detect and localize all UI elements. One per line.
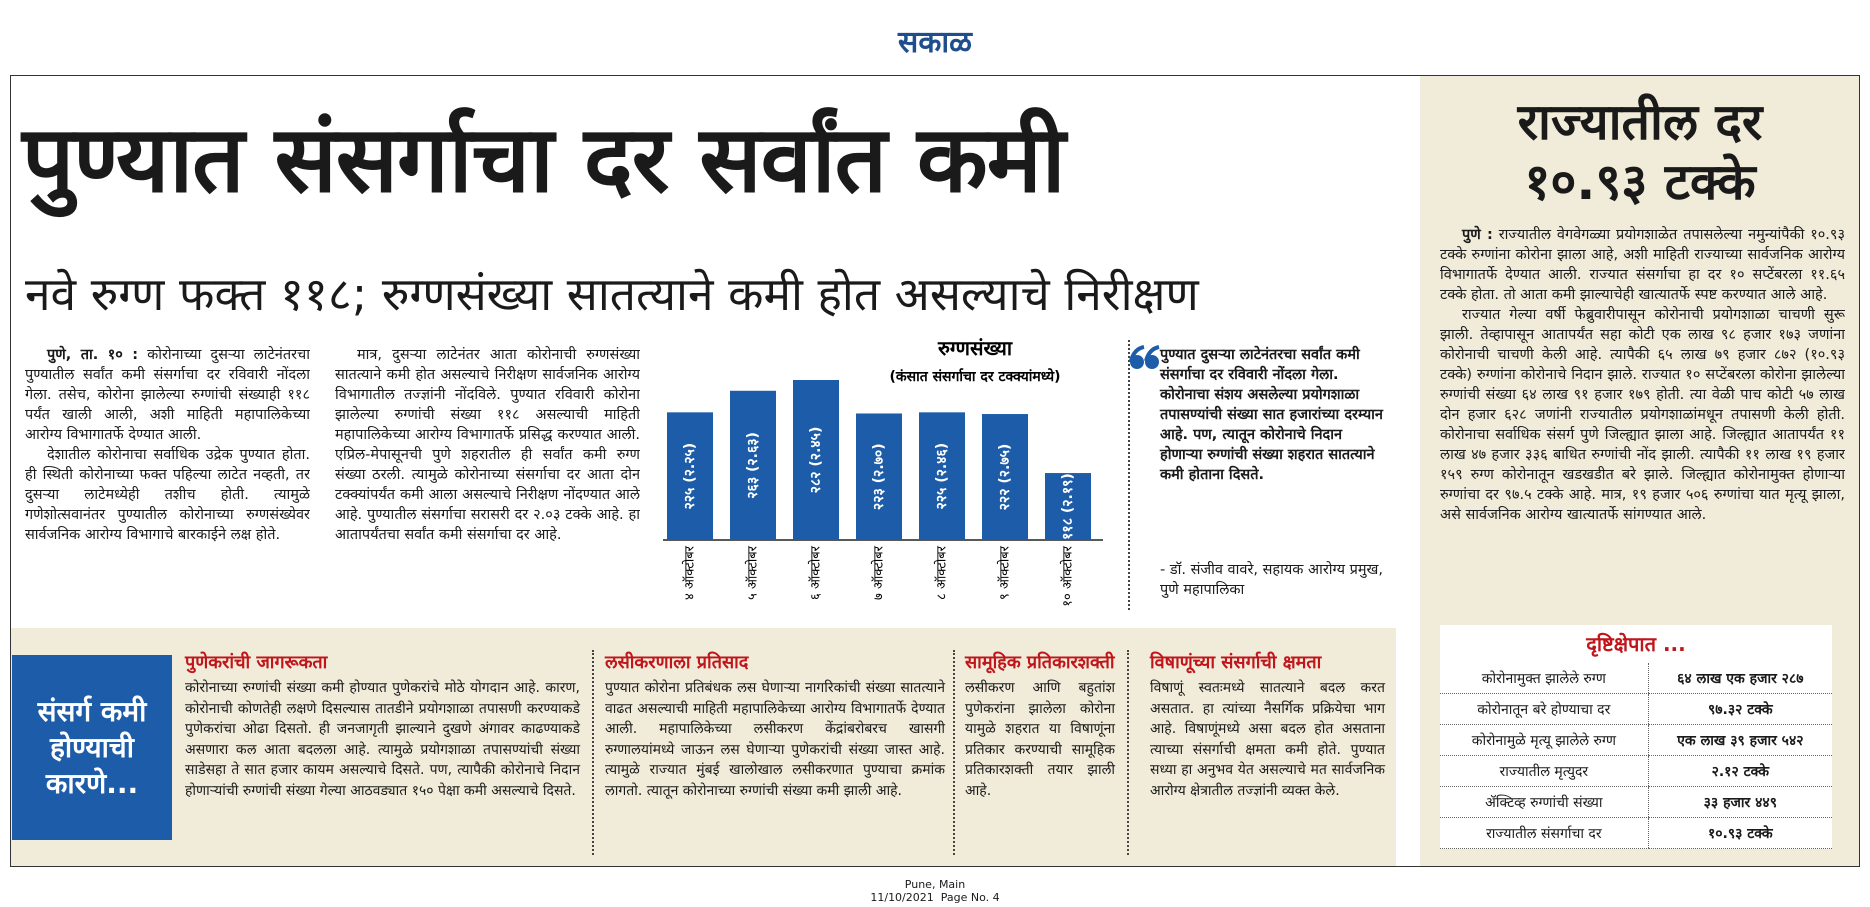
table-cell: राज्यातील मृत्युदर <box>1440 755 1649 787</box>
chart: रुग्णसंख्या (कंसात संसर्गाचा दर टक्क्यां… <box>663 336 1103 607</box>
x-tick-label: ८ ऑक्टोबर <box>934 545 950 600</box>
reason-heading: लसीकरणाला प्रतिसाद <box>605 652 749 673</box>
divider <box>953 650 955 855</box>
bar <box>919 412 965 540</box>
data-label: ११८ (२.१९) <box>1060 473 1076 540</box>
table-row: कोरोनामुक्त झालेले रुग्ण ६४ लाख एक हजार २… <box>1440 663 1832 694</box>
reason: सामूहिक प्रतिकारशक्ती लसीकरण आणि बहुतांश … <box>965 652 1115 801</box>
table-row: राज्यातील मृत्युदर २.१२ टक्के <box>1440 755 1832 787</box>
table-cell: कोरोनामुळे मृत्यू झालेले रुग्ण <box>1440 724 1649 756</box>
chart-subtitle: (कंसात संसर्गाचा दर टक्क्यांमध्ये) <box>889 368 1060 385</box>
bar <box>856 413 902 540</box>
logo: सकाळ <box>898 25 972 60</box>
dateline: पुणे : <box>1462 227 1493 243</box>
divider <box>592 650 594 855</box>
paragraph: पुणे, ता. १० : कोरोनाच्या दुसऱ्या लाटेनं… <box>25 345 310 445</box>
paragraph: राज्यात गेल्या वर्षी फेब्रुवारीपासून कोर… <box>1440 305 1845 525</box>
paragraph-text: राज्यात गेल्या वर्षी फेब्रुवारीपासून कोर… <box>1440 307 1845 523</box>
table-row: कोरोनामुळे मृत्यू झालेले रुग्ण एक लाख ३९ … <box>1440 724 1832 756</box>
table-cell: एक लाख ३९ हजार ५४२ <box>1647 724 1832 756</box>
data-label: २६३ (२.६३) <box>745 432 761 499</box>
bar <box>730 390 776 540</box>
x-tick-label: ९ ऑक्टोबर <box>997 545 1013 600</box>
bar <box>667 412 713 540</box>
paragraph: पुणे : राज्यातील वेगवेगळ्या प्रयोगशाळेत … <box>1440 225 1845 305</box>
table-row: कोरोनातून बरे होण्याचा दर ९७.३२ टक्के <box>1440 693 1832 725</box>
article-column: पुणे, ता. १० : कोरोनाच्या दुसऱ्या लाटेनं… <box>25 345 310 610</box>
table-row: ॲक्टिव्ह रुग्णांची संख्या ३३ हजार ४४९ <box>1440 786 1832 818</box>
subheadline: नवे रुग्ण फक्त ११८; रुग्णसंख्या सातत्यान… <box>25 267 1199 321</box>
reasons-label: संसर्ग कमी होण्याची कारणे... <box>12 655 172 840</box>
bar <box>793 380 839 540</box>
table-cell: २.१२ टक्के <box>1647 755 1832 787</box>
reasons-background <box>11 628 1396 866</box>
paragraph-text: कोरोनाच्या दुसऱ्या लाटेनंतरचा पुण्यातील … <box>25 347 310 443</box>
sidebar-title: राज्यातील दर १०.९३ टक्के <box>1425 92 1855 212</box>
table-cell: ॲक्टिव्ह रुग्णांची संख्या <box>1440 786 1649 818</box>
table-cell: राज्यातील संसर्गाचा दर <box>1440 817 1649 849</box>
data-label: २२५ (२.४६) <box>934 443 950 510</box>
footer-edition: Pune, Main <box>904 878 966 891</box>
quote-attribution: - डॉ. संजीव वावरे, सहायक आरोग्य प्रमुख, … <box>1160 562 1383 598</box>
dateline: पुणे, ता. १० : <box>47 347 139 363</box>
data-label: २८२ (२.४५) <box>808 427 824 494</box>
reason-text: लसीकरण आणि बहुतांश पुणेकरांना झालेला कोर… <box>965 680 1115 799</box>
divider <box>1128 340 1130 610</box>
reason: विषाणूंच्या संसर्गाची क्षमता विषाणूं स्वत… <box>1150 652 1385 801</box>
table-cell: ९७.३२ टक्के <box>1647 693 1832 725</box>
paragraph-text: मात्र, दुसऱ्या लाटेनंतर आता कोरोनाची रुग… <box>335 347 640 543</box>
quote-mark <box>1129 345 1160 369</box>
data-label: २२५ (२.२५) <box>682 443 698 510</box>
table-title: दृष्टिक्षेपात ... <box>1440 625 1832 663</box>
sidebar-text: पुणे : राज्यातील वेगवेगळ्या प्रयोगशाळेत … <box>1440 225 1845 610</box>
reason-text: पुण्यात कोरोना प्रतिबंधक लस घेणाऱ्या नाग… <box>605 680 945 799</box>
reason: लसीकरणाला प्रतिसाद पुण्यात कोरोना प्रतिबं… <box>605 652 945 801</box>
paragraph: मात्र, दुसऱ्या लाटेनंतर आता कोरोनाची रुग… <box>335 345 640 545</box>
table: दृष्टिक्षेपात ... कोरोनामुक्त झालेले रुग… <box>1440 625 1832 849</box>
reason-text: कोरोनाच्या रुग्णांची संख्या कमी होण्यात … <box>185 680 580 799</box>
x-tick-label: ४ ऑक्टोबर <box>682 545 698 600</box>
reason-heading: पुणेकरांची जागरूकता <box>185 652 328 673</box>
quote-text: पुण्यात दुसऱ्या लाटेनंतरचा सर्वांत कमी स… <box>1160 347 1383 483</box>
table-cell: कोरोनातून बरे होण्याचा दर <box>1440 693 1649 725</box>
sidebar-table: दृष्टिक्षेपात ... कोरोनामुक्त झालेले रुग… <box>1440 625 1832 849</box>
table-cell: ३३ हजार ४४९ <box>1647 786 1832 818</box>
paragraph-text: देशातील कोरोनाचा सर्वाधिक उद्रेक पुण्यात… <box>25 447 310 543</box>
paragraph: देशातील कोरोनाचा सर्वाधिक उद्रेक पुण्यात… <box>25 445 310 545</box>
table-row: राज्यातील संसर्गाचा दर १०.९३ टक्के <box>1440 817 1832 849</box>
sidebar-title-line: १०.९३ टक्के <box>1524 153 1756 211</box>
sidebar-title-line: राज्यातील दर <box>1517 93 1763 151</box>
reason-heading: विषाणूंच्या संसर्गाची क्षमता <box>1150 652 1322 673</box>
x-tick-label: ५ ऑक्टोबर <box>745 545 761 600</box>
divider <box>1127 650 1129 855</box>
footer-date: 11/10/2021 Page No. 4 <box>870 891 1000 904</box>
x-tick-label: १० ऑक्टोबर <box>1060 545 1076 606</box>
headline: पुण्यात संसर्गाचा दर सर्वांत कमी <box>22 106 1066 213</box>
reason: पुणेकरांची जागरूकता कोरोनाच्या रुग्णांची … <box>185 652 580 801</box>
chart-title: रुग्णसंख्या <box>937 336 1013 360</box>
x-tick-label: ६ ऑक्टोबर <box>808 545 824 600</box>
x-tick-label: ७ ऑक्टोबर <box>871 545 887 600</box>
table-cell: १०.९३ टक्के <box>1647 817 1832 849</box>
paragraph-text: राज्यातील वेगवेगळ्या प्रयोगशाळेत तपासलेल… <box>1440 227 1845 303</box>
reason-text: विषाणूं स्वतःमध्ये सातत्याने बदल करत असत… <box>1150 680 1385 799</box>
data-label: २२३ (२.७०) <box>871 443 887 510</box>
bar <box>982 414 1028 540</box>
reason-heading: सामूहिक प्रतिकारशक्ती <box>965 652 1115 673</box>
data-label: २२२ (२.७५) <box>997 444 1013 511</box>
bar <box>1045 473 1091 540</box>
article-column: मात्र, दुसऱ्या लाटेनंतर आता कोरोनाची रुग… <box>335 345 640 610</box>
reasons-label-text: संसर्ग कमी होण्याची कारणे... <box>37 694 147 800</box>
footer: Pune, Main 11/10/2021 Page No. 4 <box>0 878 1870 904</box>
table-cell: ६४ लाख एक हजार २८७ <box>1647 663 1832 694</box>
table-cell: कोरोनामुक्त झालेले रुग्ण <box>1440 663 1649 694</box>
quote: पुण्यात दुसऱ्या लाटेनंतरचा सर्वांत कमी स… <box>1160 345 1385 485</box>
frame <box>10 75 1860 867</box>
